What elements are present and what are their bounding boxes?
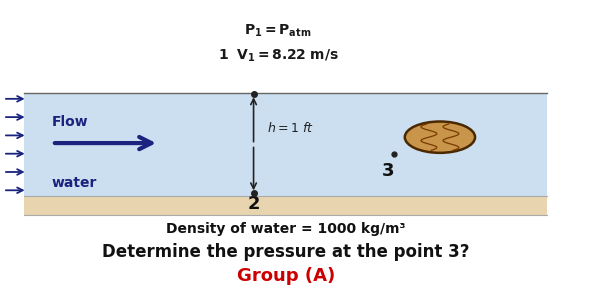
Bar bbox=[24, 93, 547, 196]
Ellipse shape bbox=[404, 122, 475, 153]
Text: $h = 1\ ft$: $h = 1\ ft$ bbox=[267, 121, 314, 135]
Bar bbox=[24, 196, 547, 215]
Text: Flow: Flow bbox=[52, 115, 89, 130]
Text: 2: 2 bbox=[247, 195, 260, 213]
Text: Determine the pressure at the point 3?: Determine the pressure at the point 3? bbox=[102, 243, 469, 261]
Text: water: water bbox=[52, 176, 97, 190]
Text: Group (A): Group (A) bbox=[236, 267, 335, 286]
Text: $\mathbf{P_1 = P_{atm}}$: $\mathbf{P_1 = P_{atm}}$ bbox=[244, 23, 312, 39]
Text: Density of water = 1000 kg/m³: Density of water = 1000 kg/m³ bbox=[166, 222, 405, 236]
Text: 3: 3 bbox=[382, 162, 394, 180]
Text: $\mathbf{1 \ \ V_1 = 8.22 \ m/s}$: $\mathbf{1 \ \ V_1 = 8.22 \ m/s}$ bbox=[218, 48, 338, 64]
